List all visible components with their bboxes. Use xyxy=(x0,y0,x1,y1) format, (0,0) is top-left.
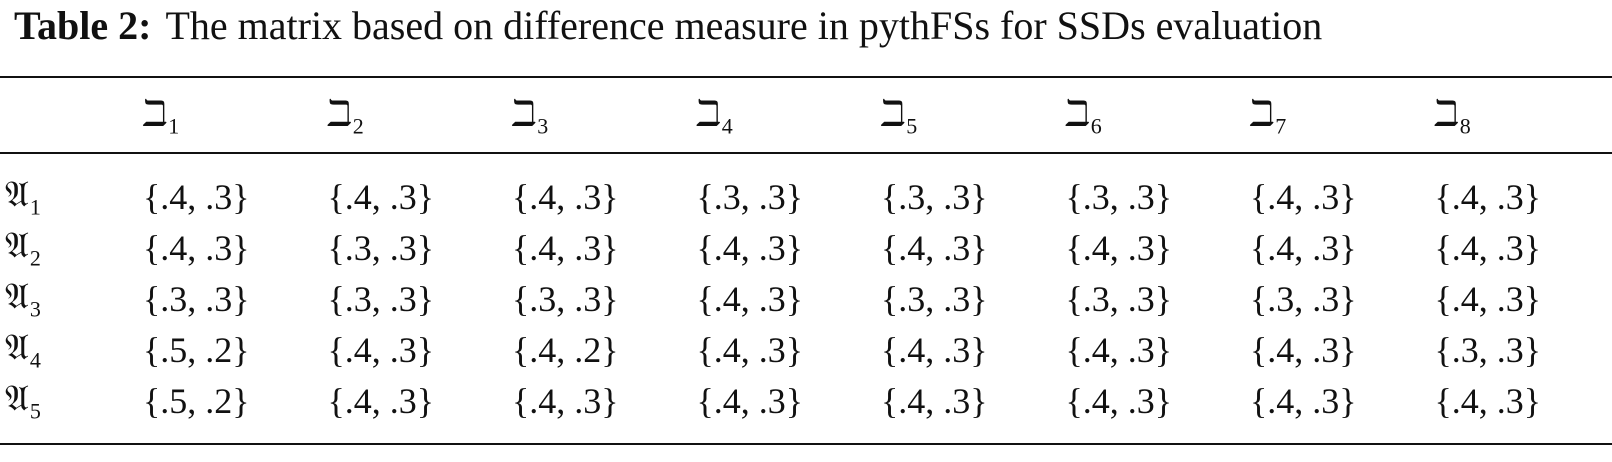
table-cell: {.5, .2} xyxy=(143,330,250,370)
table-cell: {.4, .3} xyxy=(881,228,988,268)
table-cell: {.3, .3} xyxy=(512,279,619,319)
row-header: 𝔄1 xyxy=(5,175,41,220)
table-cell: {.4, .3} xyxy=(1250,330,1357,370)
table-cell: {.4, .3} xyxy=(1434,279,1542,319)
symbol: 𝔄 xyxy=(5,174,29,215)
subscript: 3 xyxy=(537,113,549,139)
symbol: 𝔄 xyxy=(5,327,29,368)
table-cell: {.4, .3} xyxy=(696,330,804,370)
subscript: 3 xyxy=(29,296,41,322)
table-cell: {.4, .3} xyxy=(1434,177,1542,217)
row-header: 𝔄2 xyxy=(5,226,41,271)
column-header: ℶ4 xyxy=(697,94,733,139)
table-cell: {.4, .3} xyxy=(512,228,619,268)
table-cell: {.4, .3} xyxy=(1065,381,1173,421)
table-cell: {.4, .3} xyxy=(1250,228,1357,268)
table-cell: {.3, .3} xyxy=(881,279,988,319)
table-caption: Table 2: The matrix based on difference m… xyxy=(14,2,1322,50)
table-cell: {.4, .3} xyxy=(1250,177,1357,217)
column-header: ℶ8 xyxy=(1435,94,1471,139)
symbol: ℶ xyxy=(143,93,168,134)
table-cell: {.3, .3} xyxy=(1250,279,1357,319)
table-cell: {.4, .3} xyxy=(1434,381,1542,421)
subscript: 1 xyxy=(29,194,41,220)
table-cell: {.4, .3} xyxy=(696,381,804,421)
bottom-rule xyxy=(0,443,1612,445)
table-cell: {.3, .3} xyxy=(881,177,988,217)
symbol: ℶ xyxy=(696,93,721,134)
caption-label: Table 2: xyxy=(14,3,152,48)
subscript: 5 xyxy=(906,113,918,139)
symbol: ℶ xyxy=(1065,93,1090,134)
header-rule xyxy=(0,152,1612,154)
subscript: 8 xyxy=(1459,113,1471,139)
table-cell: {.5, .2} xyxy=(143,381,250,421)
table-cell: {.4, .3} xyxy=(696,279,804,319)
subscript: 7 xyxy=(1275,113,1287,139)
table-cell: {.3, .3} xyxy=(1065,177,1173,217)
table-cell: {.4, .3} xyxy=(327,177,435,217)
subscript: 6 xyxy=(1090,113,1102,139)
row-header: 𝔄4 xyxy=(5,328,41,373)
column-header: ℶ7 xyxy=(1250,94,1286,139)
table-cell: {.4, .3} xyxy=(1250,381,1357,421)
top-rule xyxy=(0,76,1612,78)
table-cell: {.4, .3} xyxy=(1434,228,1542,268)
caption-text: The matrix based on difference measure i… xyxy=(165,3,1323,48)
row-header: 𝔄5 xyxy=(5,379,41,424)
table-cell: {.4, .3} xyxy=(1065,228,1173,268)
table-cell: {.4, .3} xyxy=(696,228,804,268)
symbol: ℶ xyxy=(881,93,906,134)
subscript: 1 xyxy=(168,113,180,139)
table-cell: {.4, .3} xyxy=(881,381,988,421)
column-header: ℶ3 xyxy=(512,94,548,139)
table-cell: {.4, .3} xyxy=(1065,330,1173,370)
table-cell: {.4, .3} xyxy=(881,330,988,370)
subscript: 5 xyxy=(29,398,41,424)
column-header: ℶ5 xyxy=(881,94,917,139)
symbol: ℶ xyxy=(512,93,537,134)
table-cell: {.3, .3} xyxy=(1434,330,1542,370)
table-cell: {.3, .3} xyxy=(143,279,250,319)
table-cell: {.3, .3} xyxy=(327,279,435,319)
table-cell: {.4, .3} xyxy=(143,228,250,268)
column-header: ℶ6 xyxy=(1066,94,1102,139)
symbol: ℶ xyxy=(327,93,352,134)
subscript: 2 xyxy=(29,245,41,271)
subscript: 4 xyxy=(721,113,733,139)
table-cell: {.3, .3} xyxy=(1065,279,1173,319)
table-cell: {.4, .3} xyxy=(512,177,619,217)
row-header: 𝔄3 xyxy=(5,277,41,322)
table-cell: {.4, .3} xyxy=(143,177,250,217)
table-cell: {.4, .3} xyxy=(512,381,619,421)
symbol: ℶ xyxy=(1250,93,1275,134)
table-cell: {.4, .3} xyxy=(327,330,435,370)
subscript: 2 xyxy=(352,113,364,139)
subscript: 4 xyxy=(29,347,41,373)
symbol: ℶ xyxy=(1434,93,1459,134)
symbol: 𝔄 xyxy=(5,378,29,419)
table-cell: {.4, .2} xyxy=(512,330,619,370)
column-header: ℶ1 xyxy=(143,94,179,139)
column-header: ℶ2 xyxy=(328,94,364,139)
symbol: 𝔄 xyxy=(5,276,29,317)
table-cell: {.3, .3} xyxy=(696,177,804,217)
table-cell: {.3, .3} xyxy=(327,228,435,268)
symbol: 𝔄 xyxy=(5,225,29,266)
table-cell: {.4, .3} xyxy=(327,381,435,421)
